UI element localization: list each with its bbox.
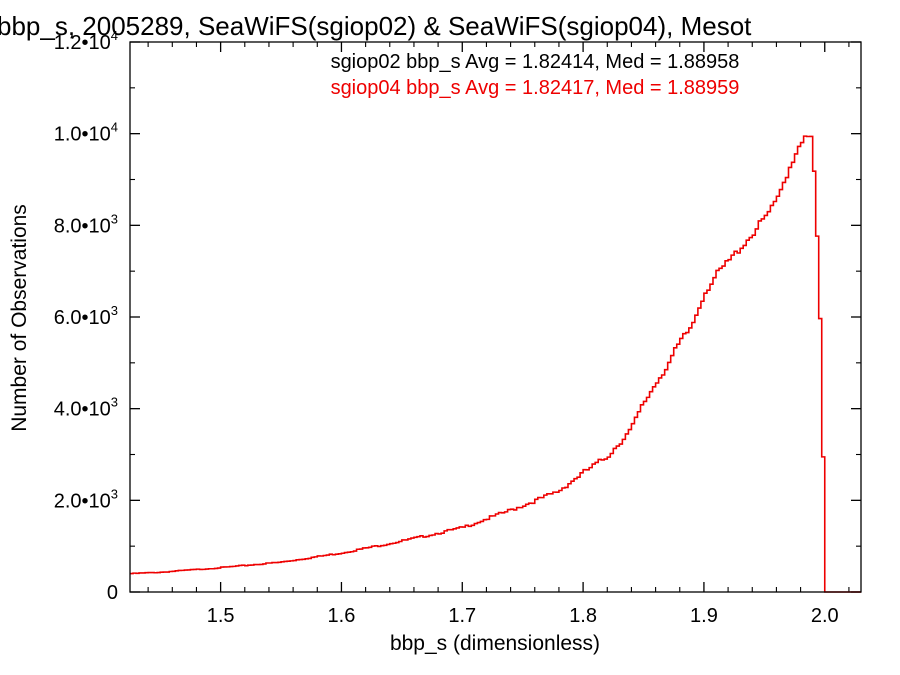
x-tick-label: 1.9	[690, 605, 718, 627]
annotations: sgiop02 bbp_s Avg = 1.82414, Med = 1.889…	[331, 51, 740, 99]
plot-frame	[129, 41, 862, 593]
y-tick-label: 1.2•104	[54, 28, 118, 54]
x-tick-label: 2.0	[811, 605, 839, 627]
x-tick-label: 1.8	[569, 605, 597, 627]
y-axis-label: Number of Observations	[8, 204, 31, 432]
annotation-0: sgiop02 bbp_s Avg = 1.82414, Med = 1.889…	[331, 51, 740, 73]
x-axis-ticks	[147, 42, 850, 592]
x-axis-label: bbp_s (dimensionless)	[390, 632, 600, 655]
y-tick-label: 1.0•104	[54, 120, 118, 146]
x-tick-label: 1.6	[328, 605, 356, 627]
y-axis-ticks	[130, 41, 861, 593]
series-layer	[130, 135, 861, 593]
annotation-1: sgiop04 bbp_s Avg = 1.82417, Med = 1.889…	[331, 77, 740, 99]
x-tick-label: 1.5	[207, 605, 235, 627]
y-tick-label: 8.0•103	[54, 211, 118, 237]
y-tick-label: 0	[107, 582, 118, 604]
x-axis-tick-labels: 1.5 1.6 1.7 1.8 1.9 2.0	[207, 605, 839, 627]
y-axis-tick-labels: 0 2.0•103 4.0•103 6.0•103 8.0•103 1.0•104 1.2•…	[54, 28, 118, 604]
x-tick-label: 1.7	[448, 605, 476, 627]
chart-title: bbp_s, 2005289, SeaWiFS(sgiop02) & SeaWi…	[0, 11, 752, 41]
y-tick-label: 4.0•103	[54, 395, 118, 421]
y-tick-label: 2.0•103	[54, 486, 118, 512]
y-tick-label: 6.0•103	[54, 303, 118, 329]
series-0-step-line	[130, 135, 861, 593]
